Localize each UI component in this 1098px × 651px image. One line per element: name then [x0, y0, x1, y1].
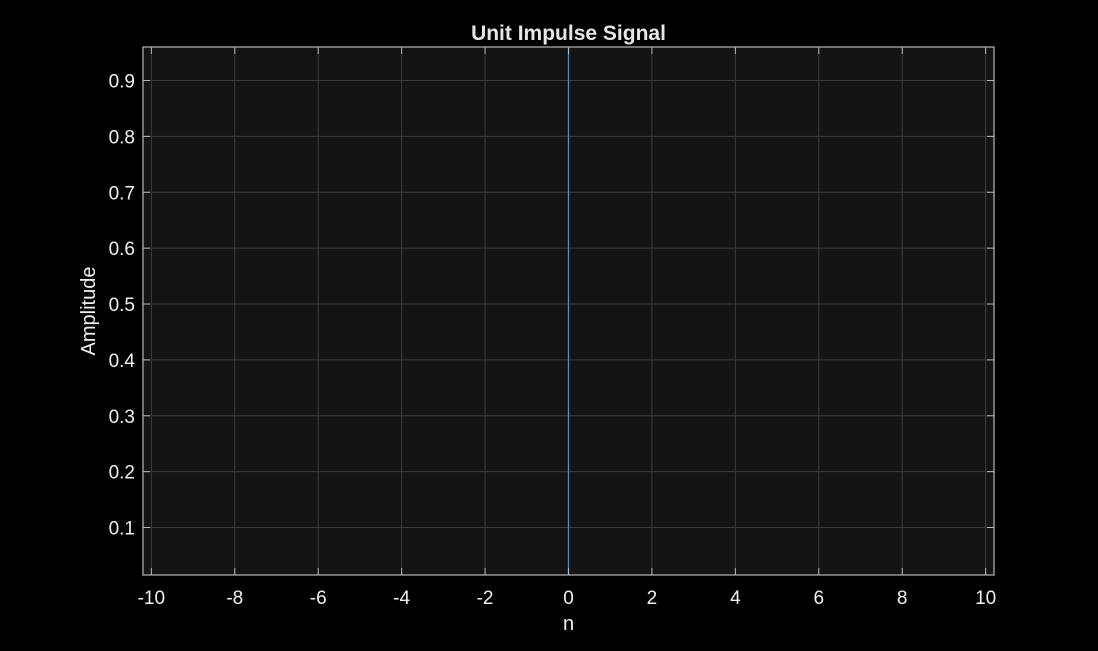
y-tick-label: 0.9: [109, 72, 135, 93]
x-tick-label: -2: [477, 588, 494, 609]
y-tick-label: 0.8: [109, 127, 135, 148]
x-axis: -10 -8 -6 -4 -2 0 2 4 6 8 10: [138, 47, 996, 609]
x-tick-label: -8: [226, 588, 243, 609]
x-tick-label: 0: [563, 588, 574, 609]
x-tick-label: 8: [897, 588, 908, 609]
chart-title: Unit Impulse Signal: [471, 22, 666, 45]
y-tick-label: 0.5: [109, 295, 135, 316]
y-tick-label: 0.6: [109, 239, 135, 260]
y-axis: 0.1 0.2 0.3 0.4 0.5 0.6 0.7 0.8 0.9: [109, 72, 994, 540]
x-tick-label: -10: [138, 588, 165, 609]
y-tick-label: 0.4: [109, 351, 136, 372]
x-tick-label: 2: [647, 588, 658, 609]
y-tick-label: 0.1: [109, 519, 135, 540]
y-tick-label: 0.7: [109, 183, 135, 204]
x-tick-label: 6: [814, 588, 825, 609]
x-axis-label: n: [563, 613, 574, 635]
x-tick-label: -4: [393, 588, 410, 609]
y-tick-label: 0.2: [109, 463, 135, 484]
y-axis-label: Amplitude: [78, 267, 100, 356]
x-tick-label: 4: [730, 588, 741, 609]
x-tick-label: -6: [310, 588, 327, 609]
x-tick-label: 10: [975, 588, 996, 609]
y-tick-label: 0.3: [109, 407, 135, 428]
